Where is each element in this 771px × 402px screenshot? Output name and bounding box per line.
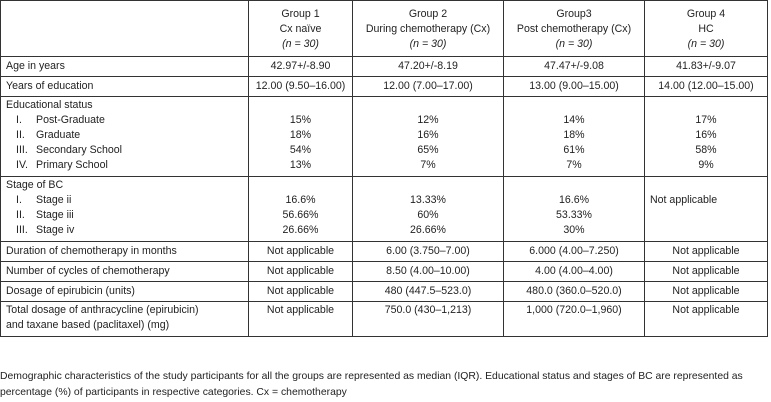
table-row-educational-status: Educational status I. Post-Graduate II. Gr… [0,96,768,177]
table-cell: 47.47+/-9.08 [503,56,645,77]
table-cell: Not applicable [248,241,353,262]
table-cell: Not applicable [644,176,768,242]
table-cell: 16.6% 53.33% 30% [503,176,645,242]
table-row-age: Age in years 42.97+/-8.90 47.20+/-8.19 4… [0,56,768,77]
row-label: Duration of chemotherapy in months [0,241,249,262]
table-cell: 13.00 (9.00–15.00) [503,76,645,97]
list-item: II. Stage iii [16,209,74,221]
list-item: IV. Primary School [16,159,108,171]
table-row-duration: Duration of chemotherapy in months Not a… [0,241,768,262]
table-row-stage: Stage of BC I. Stage ii II. Stage iii III.… [0,176,768,242]
table-cell: Not applicable [248,301,353,337]
header-row: Group 1 Cx naïve (n = 30) Group 2 During… [0,0,768,57]
table-cell: 750.0 (430–1,213) [352,301,504,337]
list-item: II. Graduate [16,129,81,141]
header-group-2: Group 2 During chemotherapy (Cx) (n = 30… [352,0,504,57]
table-cell: 14% 18% 61% 7% [503,96,645,177]
list-item: III. Stage iv [16,224,75,236]
demographics-table: Group 1 Cx naïve (n = 30) Group 2 During… [0,0,768,337]
table-cell: Not applicable [248,261,353,282]
list-item: III. Secondary School [16,144,122,156]
table-cell: 12% 16% 65% 7% [352,96,504,177]
table-caption: Demographic characteristics of the study… [0,371,743,398]
row-label: Years of education [0,76,249,97]
row-label: Age in years [0,56,249,77]
row-label-total-dosage: Total dosage of anthracycline (epirubici… [0,301,249,337]
table-cell: 480 (447.5–523.0) [352,281,504,302]
table-cell: 6.000 (4.00–7.250) [503,241,645,262]
table-cell: 17% 16% 58% 9% [644,96,768,177]
header-empty-cell [0,0,249,57]
table-cell: Not applicable [248,281,353,302]
table-cell: 12.00 (7.00–17.00) [352,76,504,97]
table-cell: 12.00 (9.50–16.00) [248,76,353,97]
table-cell: 42.97+/-8.90 [248,56,353,77]
table-cell: 480.0 (360.0–520.0) [503,281,645,302]
table-cell: 4.00 (4.00–4.00) [503,261,645,282]
row-label-stage: Stage of BC I. Stage ii II. Stage iii III.… [0,176,249,242]
header-group-1: Group 1 Cx naïve (n = 30) [248,0,353,57]
table-cell: 13.33% 60% 26.66% [352,176,504,242]
table-cell: 41.83+/-9.07 [644,56,768,77]
header-group-3: Group3 Post chemotherapy (Cx) (n = 30) [503,0,645,57]
table-row-total-dosage: Total dosage of anthracycline (epirubici… [0,301,768,337]
table-row-education-years: Years of education 12.00 (9.50–16.00) 12… [0,76,768,97]
table-cell: 47.20+/-8.19 [352,56,504,77]
table-cell: 15% 18% 54% 13% [248,96,353,177]
table-row-cycles: Number of cycles of chemotherapy Not app… [0,261,768,282]
row-label: Number of cycles of chemotherapy [0,261,249,282]
table-cell: 16.6% 56.66% 26.66% [248,176,353,242]
table-cell: 8.50 (4.00–10.00) [352,261,504,282]
table-cell: Not applicable [644,281,768,302]
header-group-4: Group 4 HC (n = 30) [644,0,768,57]
table-cell: 1,000 (720.0–1,960) [503,301,645,337]
table-cell: Not applicable [644,241,768,262]
table-cell: 14.00 (12.00–15.00) [644,76,768,97]
table-cell: Not applicable [644,301,768,337]
row-label-educational-status: Educational status I. Post-Graduate II. Gr… [0,96,249,177]
table-row-epirubicin: Dosage of epirubicin (units) Not applica… [0,281,768,302]
table-cell: 6.00 (3.750–7.00) [352,241,504,262]
table-cell: Not applicable [644,261,768,282]
list-item: I. Stage ii [16,194,72,206]
list-item: I. Post-Graduate [16,114,105,126]
row-label: Dosage of epirubicin (units) [0,281,249,302]
